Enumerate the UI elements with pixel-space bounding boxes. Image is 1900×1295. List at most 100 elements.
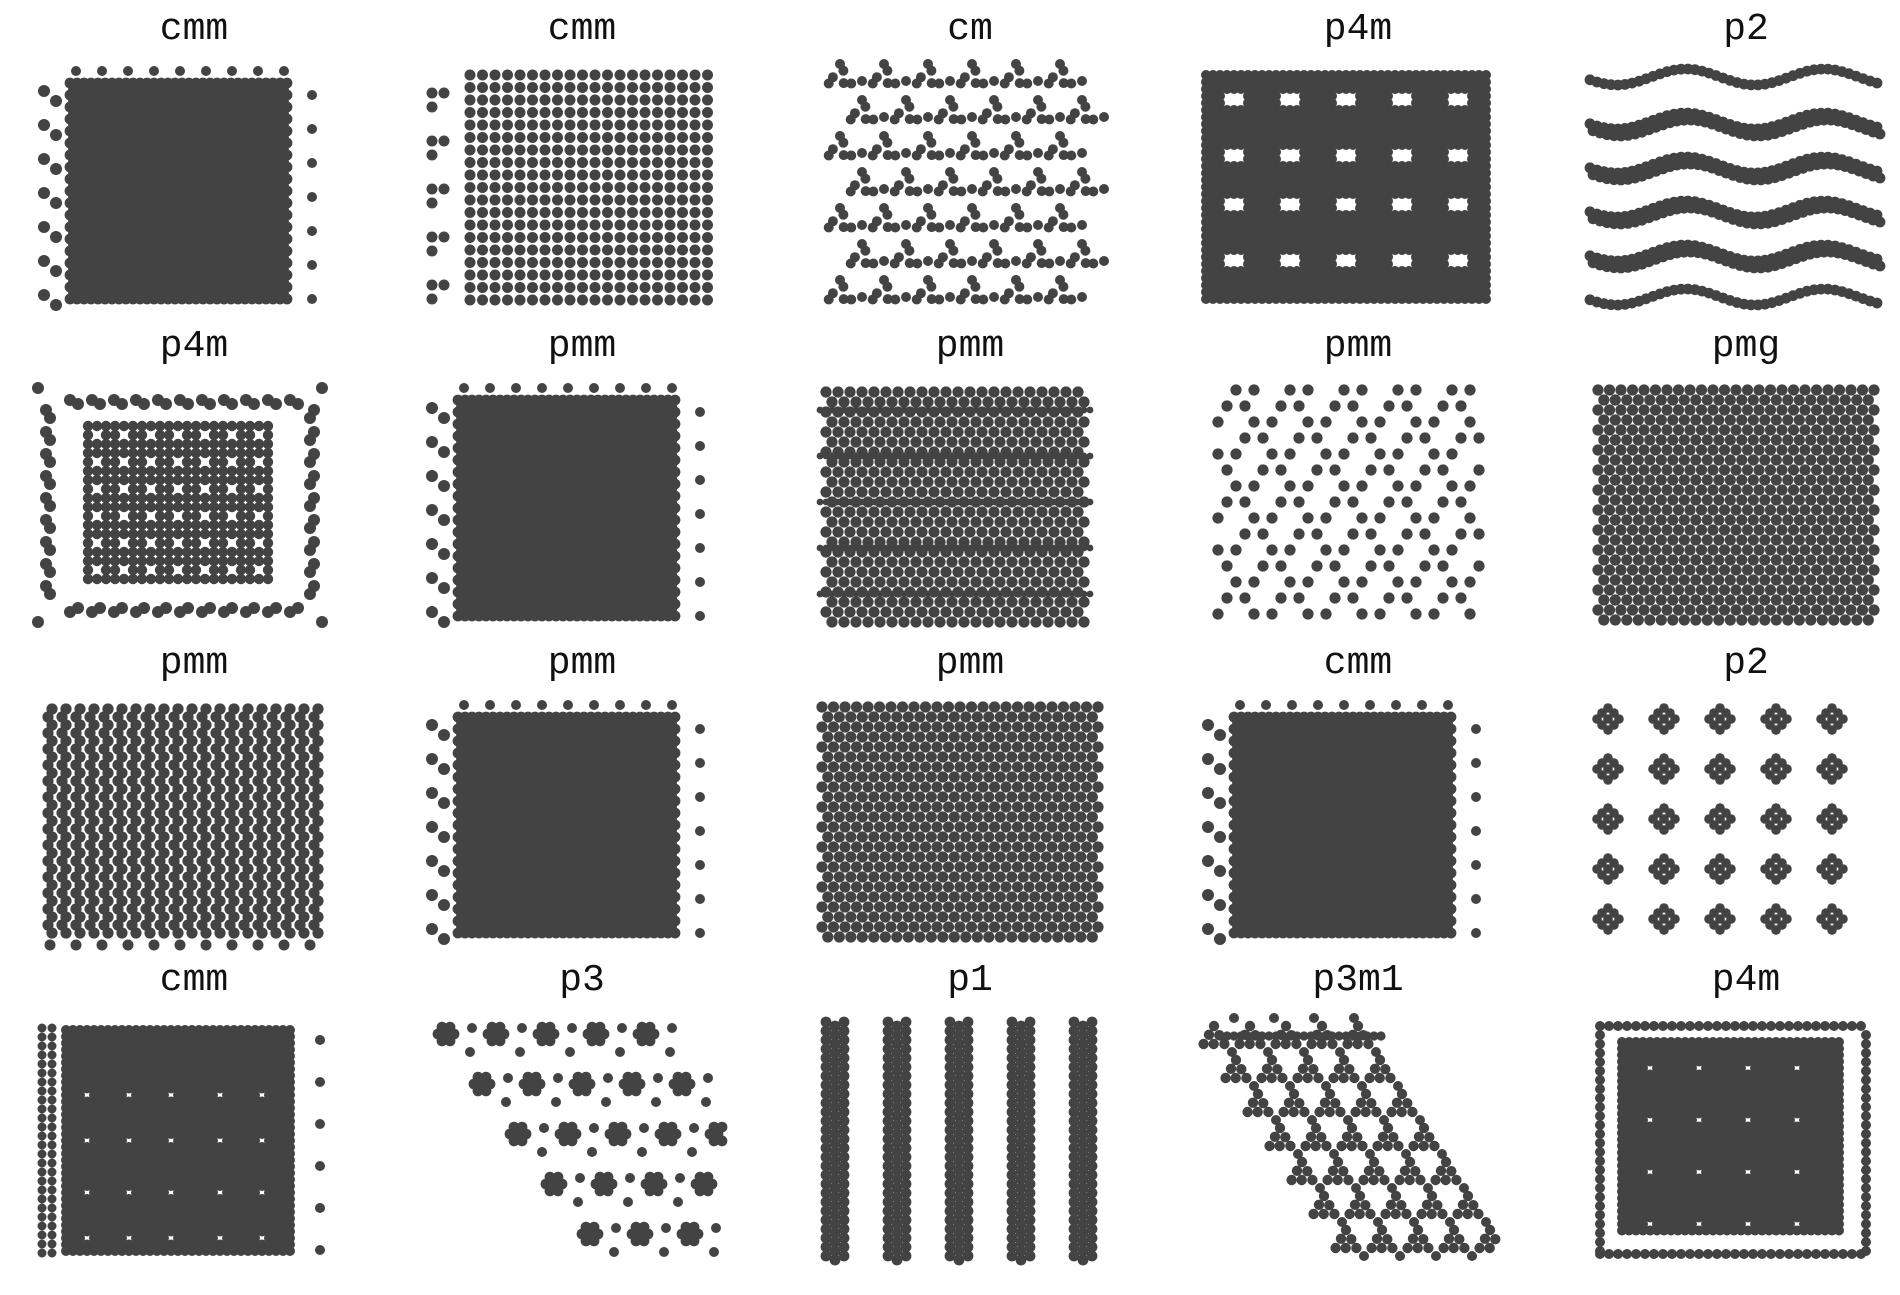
pattern-dot	[614, 107, 626, 118]
pattern-dot	[689, 244, 701, 256]
pattern-dot	[1376, 252, 1386, 262]
pattern-dot	[235, 519, 247, 531]
pattern-dot	[1397, 280, 1407, 290]
pattern-dot	[1355, 77, 1365, 87]
pattern-dot	[1362, 168, 1372, 178]
pattern-dot	[1229, 273, 1239, 283]
pattern-dot	[489, 69, 501, 81]
pattern-dot	[1355, 98, 1365, 108]
pattern-dot	[527, 107, 538, 118]
pattern-dot	[199, 492, 211, 504]
pattern-dot	[1446, 182, 1456, 192]
pattern-dot	[1278, 84, 1288, 94]
pattern-dot	[552, 257, 563, 268]
pattern-dot	[514, 157, 526, 168]
pattern-dot	[1313, 105, 1323, 115]
pattern-dot	[1250, 126, 1260, 136]
pattern-dot	[1292, 105, 1302, 115]
pattern-dot	[1369, 231, 1379, 241]
pattern-dot	[1383, 147, 1393, 157]
pattern-dot	[1243, 70, 1253, 80]
pattern-dot	[38, 85, 50, 97]
pattern-dot	[627, 232, 638, 243]
pattern-dot	[1306, 161, 1316, 171]
pattern-dot	[477, 82, 488, 93]
pattern-dot	[1390, 266, 1400, 276]
pattern-dot	[304, 588, 316, 600]
pattern-dot	[1236, 175, 1246, 185]
pattern-dot	[1257, 154, 1267, 164]
pattern-dot	[1058, 150, 1069, 161]
pattern-dot	[1418, 273, 1428, 283]
pattern-dot	[1271, 245, 1281, 255]
pattern-dot	[1069, 108, 1080, 119]
pattern-dot	[1066, 294, 1077, 305]
pattern-panel: cmm	[0, 5, 388, 323]
pattern-dot	[127, 537, 139, 549]
pattern-dot	[502, 219, 513, 231]
pattern-dot	[1320, 119, 1330, 129]
pattern-dot	[1467, 273, 1477, 283]
pattern-dot	[652, 232, 663, 243]
pattern-dot	[614, 169, 626, 181]
pattern-dot	[181, 510, 193, 522]
pattern-dot	[1250, 189, 1260, 199]
pattern-dot	[1369, 210, 1379, 220]
pattern-dot	[1418, 294, 1428, 304]
pattern-dot	[1320, 252, 1330, 262]
pattern-dot	[1369, 287, 1379, 297]
pattern-dot	[226, 474, 238, 486]
pattern-dot	[1453, 161, 1463, 171]
pattern-dot	[1278, 210, 1288, 220]
pattern-dot	[190, 438, 202, 450]
pattern-dot	[664, 119, 676, 131]
pattern-dot	[1208, 252, 1218, 262]
pattern-dot	[1236, 287, 1246, 297]
pattern-dot	[82, 537, 94, 549]
pattern-dot	[204, 602, 216, 614]
pattern-dot	[477, 282, 488, 293]
pattern-dot	[1418, 161, 1428, 171]
pattern-dot	[116, 398, 128, 410]
pattern-dot	[1201, 224, 1211, 234]
pattern-dot	[244, 465, 256, 477]
pattern-dot	[1348, 105, 1358, 115]
pattern-dot	[262, 456, 274, 468]
pattern-dot	[514, 269, 526, 281]
pattern-dot	[1439, 161, 1449, 171]
pattern-dot	[702, 82, 713, 93]
pattern-dot	[82, 420, 94, 432]
pattern-dot	[527, 257, 538, 268]
pattern-dot	[1369, 105, 1379, 115]
pattern-dot	[1425, 259, 1435, 269]
pattern-dot	[1341, 175, 1351, 185]
pattern-dot	[1355, 224, 1365, 234]
pattern-dot	[1481, 154, 1491, 164]
pattern-dot	[1320, 210, 1330, 220]
pattern-dot	[1250, 245, 1260, 255]
pattern-dot	[552, 82, 563, 93]
pattern-dot	[890, 78, 901, 89]
pattern-dot	[244, 519, 256, 531]
pattern-dot	[1467, 203, 1477, 213]
pattern-dot	[1432, 224, 1442, 234]
pattern-dot	[1236, 266, 1246, 276]
pattern-dot	[639, 257, 651, 268]
pattern-dot	[1418, 126, 1428, 136]
pattern-dot	[937, 108, 948, 119]
pattern-dot	[1236, 238, 1246, 248]
pattern-dot	[1257, 189, 1267, 199]
pattern-dot	[307, 124, 317, 134]
pattern-dot	[145, 474, 157, 486]
pattern-dot	[1058, 294, 1069, 305]
pattern-dot	[1439, 231, 1449, 241]
pattern-dot	[1313, 238, 1323, 248]
pattern-dot	[702, 107, 713, 118]
pattern-dot	[244, 492, 256, 504]
pattern-dot	[702, 94, 713, 106]
pattern-dot	[838, 150, 849, 161]
pattern-dot	[702, 182, 713, 193]
pattern-dot	[1453, 105, 1463, 115]
pattern-dot	[1453, 245, 1463, 255]
pattern-dot	[1418, 91, 1428, 101]
